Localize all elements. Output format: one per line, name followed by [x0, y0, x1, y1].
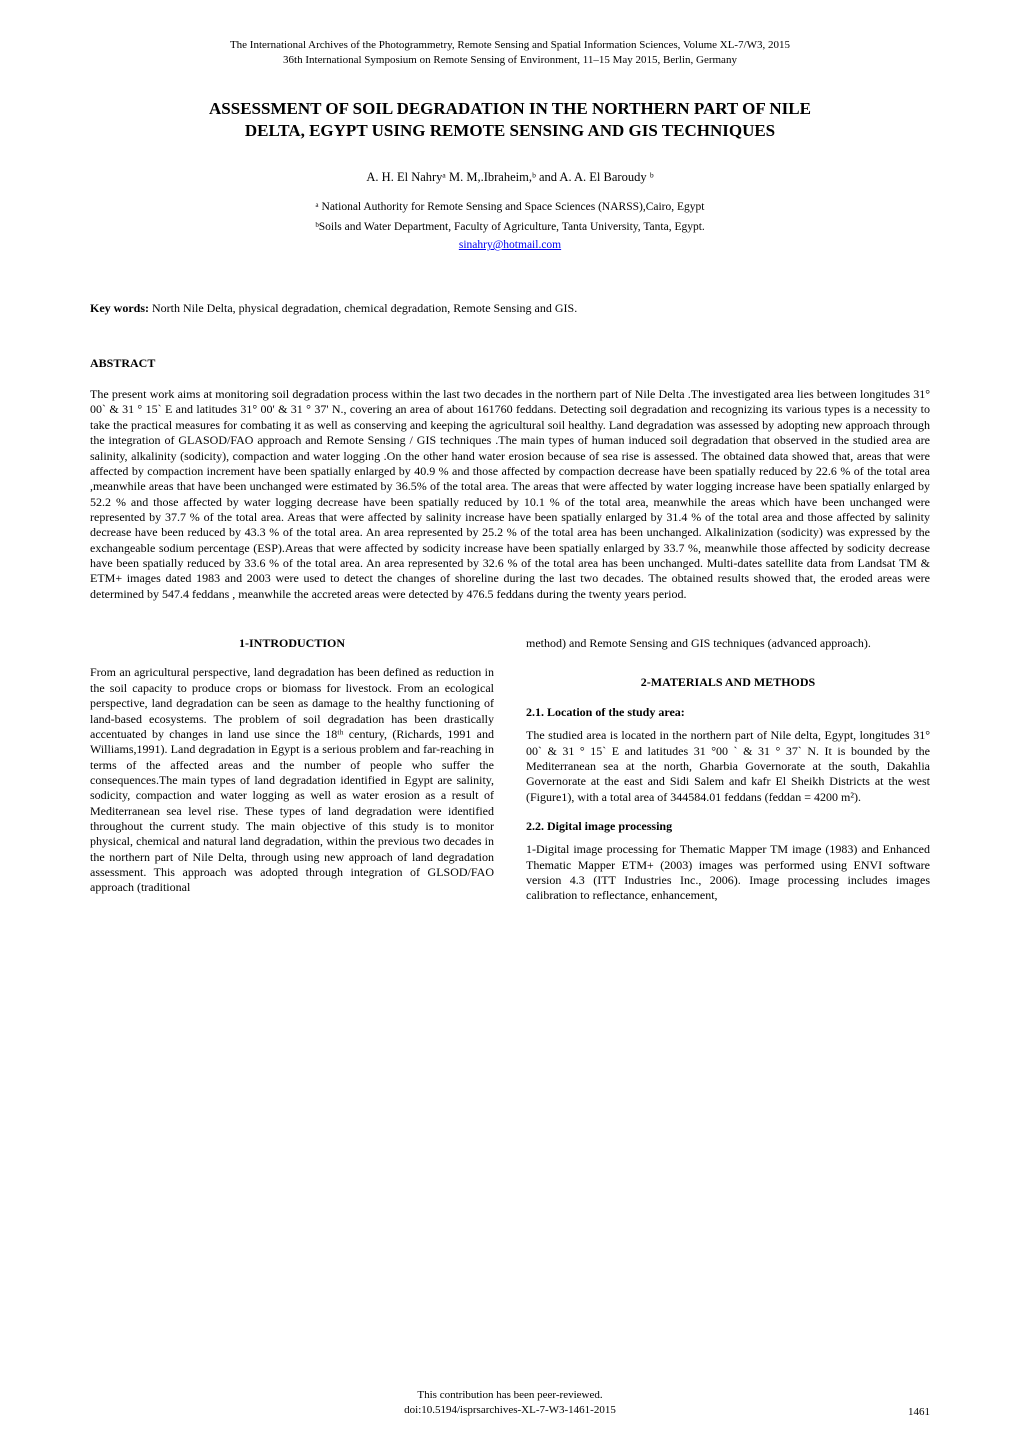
right-column: method) and Remote Sensing and GIS techn…: [526, 636, 930, 904]
keywords-label: Key words:: [90, 301, 149, 315]
email-link[interactable]: sinahry@hotmail.com: [459, 239, 561, 251]
paper-title-line2: DELTA, EGYPT USING REMOTE SENSING AND GI…: [90, 120, 930, 142]
introduction-body: From an agricultural perspective, land d…: [90, 665, 494, 895]
affiliation-a: ᵃ National Authority for Remote Sensing …: [90, 199, 930, 215]
subsection-2-1-heading: 2.1. Location of the study area:: [526, 705, 930, 720]
materials-methods-heading: 2-MATERIALS AND METHODS: [526, 675, 930, 690]
journal-header-line1: The International Archives of the Photog…: [90, 38, 930, 53]
introduction-heading: 1-INTRODUCTION: [90, 636, 494, 651]
paper-title: ASSESSMENT OF SOIL DEGRADATION IN THE NO…: [90, 98, 930, 142]
paper-title-line1: ASSESSMENT OF SOIL DEGRADATION IN THE NO…: [90, 98, 930, 120]
affiliation-b: ᵇSoils and Water Department, Faculty of …: [90, 219, 930, 235]
footer-doi: doi:10.5194/isprsarchives-XL-7-W3-1461-2…: [0, 1403, 1020, 1418]
journal-header-line2: 36th International Symposium on Remote S…: [90, 53, 930, 68]
keywords-block: Key words: North Nile Delta, physical de…: [90, 301, 930, 316]
subsection-2-1-body: The studied area is located in the north…: [526, 728, 930, 805]
keywords-text: North Nile Delta, physical degradation, …: [149, 301, 577, 315]
introduction-tail: method) and Remote Sensing and GIS techn…: [526, 636, 930, 651]
subsection-2-2-body: 1-Digital image processing for Thematic …: [526, 842, 930, 903]
two-column-layout: 1-INTRODUCTION From an agricultural pers…: [90, 636, 930, 904]
footer-peer-review: This contribution has been peer-reviewed…: [0, 1388, 1020, 1403]
page-number: 1461: [908, 1406, 930, 1418]
contact-email: sinahry@hotmail.com: [90, 239, 930, 251]
left-column: 1-INTRODUCTION From an agricultural pers…: [90, 636, 494, 904]
authors-line: A. H. El Nahryᵃ M. M,.Ibraheim,ᵇ and A. …: [90, 170, 930, 185]
journal-header: The International Archives of the Photog…: [90, 38, 930, 68]
abstract-text: The present work aims at monitoring soil…: [90, 387, 930, 602]
abstract-heading: ABSTRACT: [90, 356, 930, 371]
subsection-2-2-heading: 2.2. Digital image processing: [526, 819, 930, 834]
page-footer: This contribution has been peer-reviewed…: [0, 1388, 1020, 1418]
